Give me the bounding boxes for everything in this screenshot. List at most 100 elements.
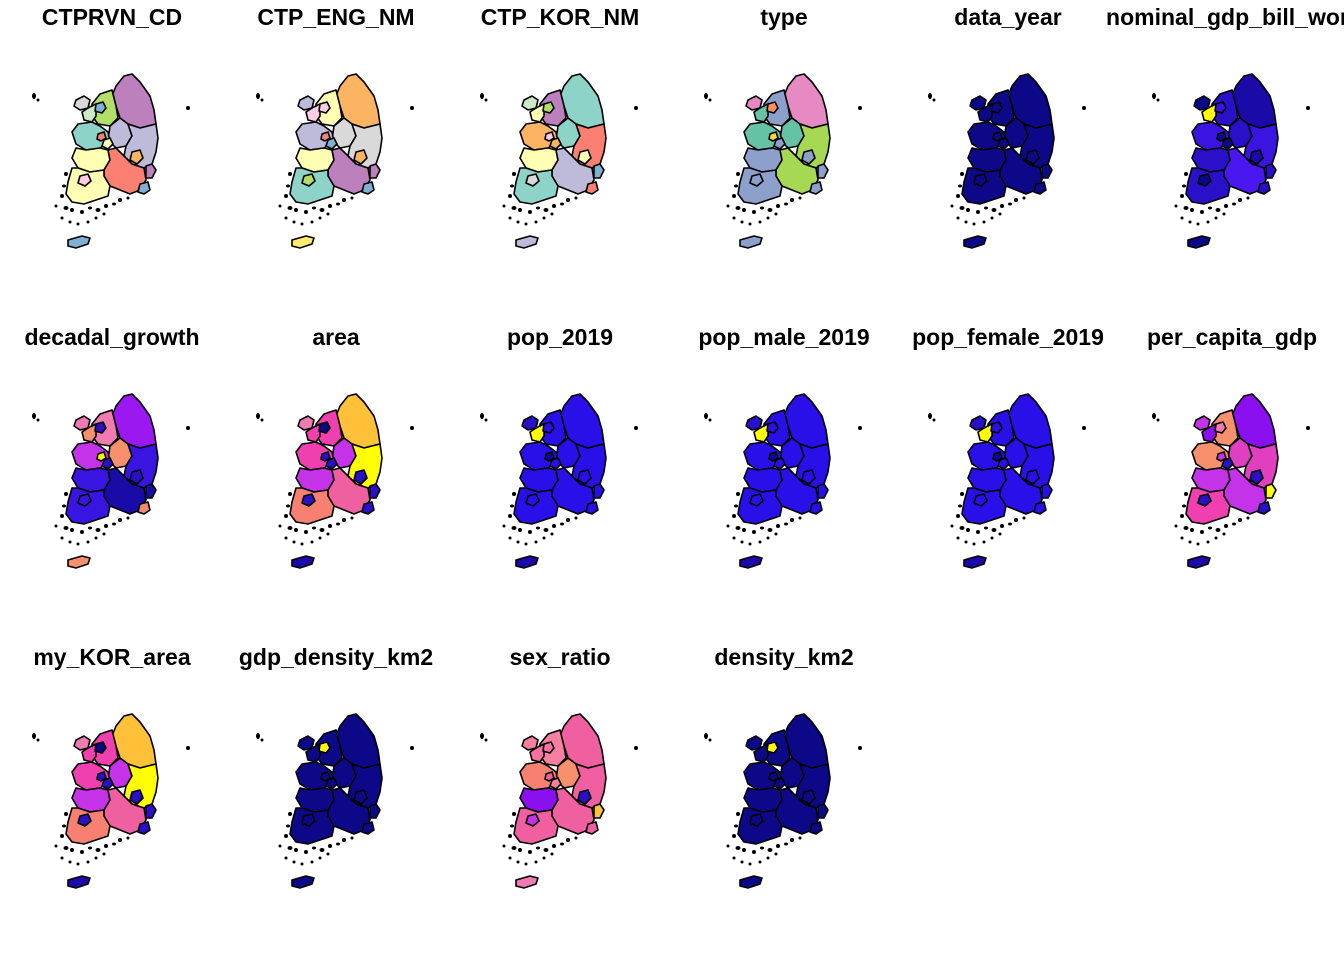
island-speck: [284, 216, 288, 220]
island-speck: [767, 208, 773, 212]
gwangju-region: [1197, 493, 1212, 507]
island-speck: [510, 184, 514, 188]
island-speck: [1215, 528, 1221, 532]
gwangju-region: [77, 493, 92, 507]
island-speck: [972, 222, 976, 226]
island-speck: [1224, 524, 1228, 528]
panel-title: CTPRVN_CD: [41, 4, 183, 30]
island-speck: [300, 542, 304, 546]
island-speck: [1208, 526, 1212, 530]
gwangju-region: [973, 173, 988, 187]
island-speck: [742, 208, 746, 212]
island-speck: [186, 746, 190, 750]
map-panel: area: [224, 320, 448, 640]
island-speck: [511, 846, 517, 850]
island-speck: [932, 98, 936, 102]
island-speck: [542, 536, 546, 540]
island-speck: [976, 210, 980, 214]
daegu-region: [1249, 149, 1264, 165]
gwangju-region: [1197, 173, 1212, 187]
island-speck: [1180, 216, 1184, 220]
ulsan-region: [817, 803, 829, 819]
island-speck: [958, 504, 962, 508]
busan-region: [585, 821, 599, 835]
island-speck: [36, 738, 40, 742]
island-speck: [735, 206, 741, 210]
busan-region: [1257, 501, 1271, 515]
island-speck: [748, 542, 752, 546]
island-speck: [552, 524, 556, 528]
island-speck: [310, 220, 314, 224]
island-speck: [708, 738, 712, 742]
busan-region: [137, 181, 151, 195]
island-speck: [286, 504, 290, 508]
island-speck: [1214, 216, 1218, 220]
seoul-region: [318, 101, 331, 114]
busan-region: [361, 501, 375, 515]
island-speck: [60, 536, 64, 540]
island-speck: [70, 208, 74, 212]
island-speck: [748, 222, 752, 226]
island-speck: [508, 834, 512, 838]
choropleth-map: [256, 73, 414, 249]
island-speck: [758, 220, 762, 224]
jeju-region: [515, 555, 539, 569]
island-speck: [60, 856, 64, 860]
island-speck: [62, 824, 66, 828]
island-speck: [312, 526, 316, 530]
incheon-region: [73, 735, 91, 751]
island-speck: [726, 204, 730, 208]
island-speck: [64, 492, 68, 496]
island-speck: [798, 836, 802, 840]
island-speck: [858, 106, 862, 110]
island-speck: [292, 860, 296, 864]
island-speck: [524, 542, 528, 546]
jeju-region: [67, 235, 91, 249]
choropleth-map: [1152, 393, 1310, 569]
island-speck: [704, 93, 708, 99]
island-speck: [990, 536, 994, 540]
busan-region: [1033, 181, 1047, 195]
island-speck: [566, 518, 570, 522]
island-speck: [410, 426, 414, 430]
choropleth-map: [928, 73, 1086, 249]
island-speck: [798, 196, 802, 200]
daegu-region: [1025, 469, 1040, 485]
jeonnam-region: [737, 487, 783, 525]
island-speck: [86, 220, 90, 224]
island-speck: [528, 530, 532, 534]
island-speck: [566, 198, 570, 202]
choropleth-map: [32, 73, 190, 249]
island-speck: [286, 824, 290, 828]
seoul-region: [318, 421, 331, 434]
island-speck: [774, 212, 778, 216]
island-speck: [776, 844, 780, 848]
panel-title: my_KOR_area: [33, 644, 191, 670]
seoul-region: [94, 101, 107, 114]
island-speck: [512, 812, 516, 816]
jeonnam-region: [737, 807, 783, 845]
island-speck: [294, 528, 298, 532]
island-speck: [956, 194, 960, 198]
island-speck: [284, 194, 288, 198]
island-speck: [998, 212, 1002, 216]
daegu-region: [353, 469, 368, 485]
island-speck: [536, 846, 540, 850]
island-speck: [318, 216, 322, 220]
island-speck: [760, 206, 764, 210]
island-speck: [286, 184, 290, 188]
island-speck: [734, 504, 738, 508]
gwangju-region: [749, 173, 764, 187]
island-speck: [1206, 540, 1210, 544]
island-speck: [1082, 426, 1086, 430]
island-speck: [510, 824, 514, 828]
island-speck: [1182, 504, 1186, 508]
busan-region: [1033, 501, 1047, 515]
panel-title: pop_female_2019: [912, 324, 1104, 350]
island-speck: [36, 98, 40, 102]
island-speck: [518, 208, 522, 212]
island-speck: [36, 418, 40, 422]
island-speck: [732, 536, 736, 540]
island-speck: [76, 862, 80, 866]
